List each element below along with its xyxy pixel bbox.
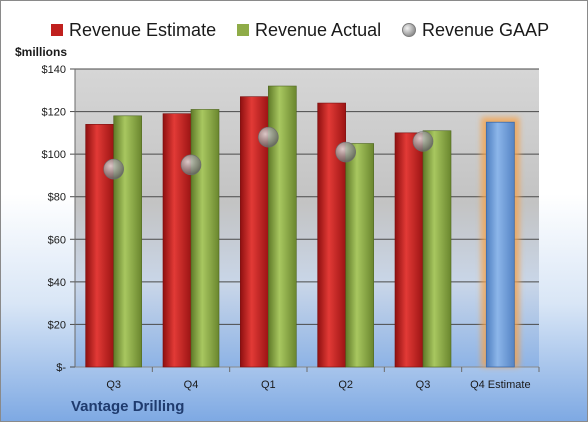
bars <box>85 85 515 368</box>
legend-item-revenue-actual: Revenue Actual <box>237 15 381 45</box>
y-axis-ticks: $- $20 $40 $60 $80 $100 $120 $140 <box>42 64 76 374</box>
y-tick-label: $100 <box>42 149 66 161</box>
y-tick-label: $120 <box>42 107 66 119</box>
x-tick-label: Q3 <box>106 379 121 391</box>
y-axis-unit-label: $millions <box>15 45 68 59</box>
bubble-revenue-gaap <box>335 141 356 163</box>
bar-revenue-actual <box>190 109 220 368</box>
bubble-revenue-gaap <box>258 126 279 148</box>
bar-revenue-actual <box>113 115 142 368</box>
legend-swatch-revenue-estimate <box>51 24 63 36</box>
legend-label-revenue-actual: Revenue Actual <box>255 19 382 40</box>
y-tick-label: $20 <box>48 319 66 331</box>
legend-item-revenue-gaap: Revenue GAAP <box>402 15 549 45</box>
bubble-revenue-gaap <box>180 154 202 176</box>
x-tick-label: Q3 <box>416 379 431 391</box>
x-axis-ticks: Q3 Q4 Q1 Q2 Q3 Q4 Estimate <box>106 367 540 391</box>
x-tick-label: Q4 <box>184 379 199 391</box>
bar-revenue-q4-estimate <box>485 121 515 368</box>
chart-legend: Revenue Estimate Revenue Actual Revenue … <box>1 15 588 45</box>
legend-swatch-revenue-actual <box>237 24 249 36</box>
company-name: Vantage Drilling <box>71 398 185 415</box>
bar-revenue-estimate <box>394 132 424 368</box>
y-tick-label: $40 <box>48 277 66 289</box>
bar-revenue-actual <box>345 143 374 368</box>
bar-revenue-actual <box>422 130 452 368</box>
y-tick-label: $80 <box>48 192 66 204</box>
bubble-revenue-gaap <box>103 158 124 180</box>
legend-swatch-revenue-gaap <box>402 23 416 37</box>
y-tick-label: $- <box>56 362 66 374</box>
y-tick-label: $140 <box>42 64 66 76</box>
x-tick-label: Q2 <box>338 379 353 391</box>
x-tick-label: Q4 Estimate <box>470 379 531 391</box>
legend-item-revenue-estimate: Revenue Estimate <box>51 15 216 45</box>
x-tick-label: Q1 <box>261 379 276 391</box>
y-tick-label: $60 <box>48 234 66 246</box>
plot-area <box>75 69 539 367</box>
legend-label-revenue-gaap: Revenue GAAP <box>422 19 550 40</box>
gaap-bubbles <box>103 126 434 180</box>
bar-revenue-estimate <box>162 113 192 368</box>
legend-label-revenue-estimate: Revenue Estimate <box>69 19 217 40</box>
bubble-revenue-gaap <box>412 131 434 152</box>
